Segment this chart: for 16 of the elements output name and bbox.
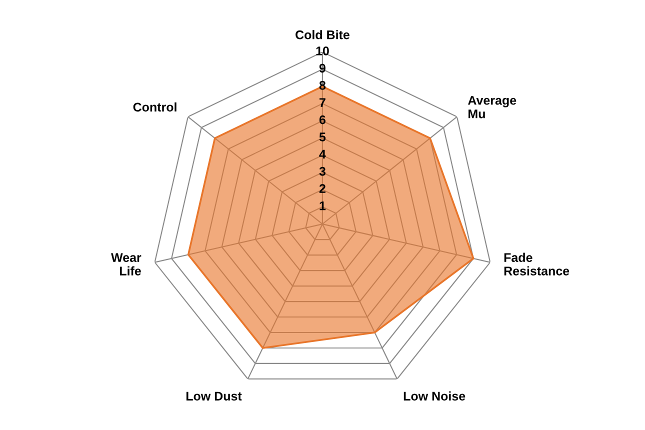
y-tick-label: 7 <box>320 98 326 107</box>
spoke-label: Average Mu <box>468 96 516 118</box>
y-tick-label: 2 <box>319 184 326 193</box>
spoke-label: Cold Bite <box>296 30 350 40</box>
y-tick-label: 5 <box>319 132 326 142</box>
spoke-label: Wear Life <box>111 253 142 276</box>
y-tick-label: 3 <box>319 166 326 176</box>
y-tick-label: 6 <box>319 115 326 124</box>
y-tick-label: 4 <box>319 150 326 158</box>
spoke-label: Control <box>133 102 176 112</box>
spoke-label: Low Dust <box>186 392 242 401</box>
y-tick-label: 1 <box>320 201 326 210</box>
y-tick-label: 9 <box>319 64 326 73</box>
spoke-label: Fade Resistance <box>504 252 570 276</box>
spoke-label: Low Noise <box>404 391 466 401</box>
y-tick-label: 10 <box>316 46 329 56</box>
